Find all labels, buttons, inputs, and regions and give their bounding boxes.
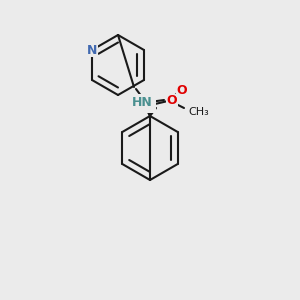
Text: N: N	[87, 44, 97, 56]
Text: S: S	[145, 98, 155, 112]
Text: CH₃: CH₃	[188, 107, 209, 117]
Text: HN: HN	[132, 95, 152, 109]
Text: O: O	[167, 94, 177, 107]
Text: O: O	[177, 83, 187, 97]
